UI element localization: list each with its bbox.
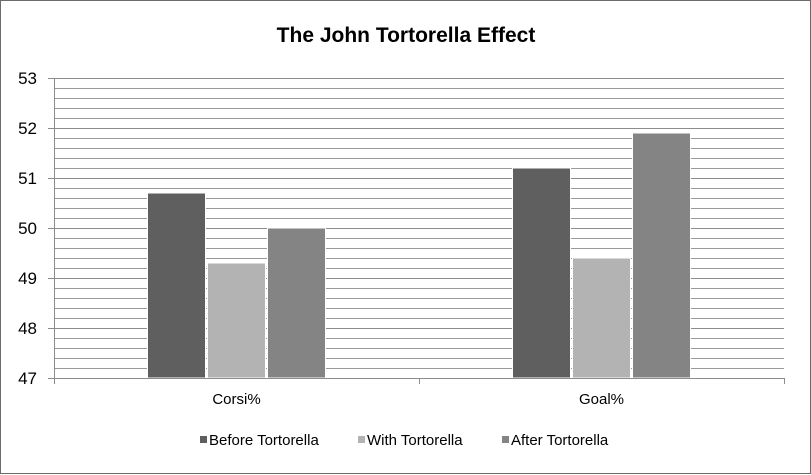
- y-tick-label: 51: [18, 169, 37, 188]
- bar-before-tortorella-corsi: [147, 192, 206, 379]
- y-tick-label: 50: [18, 219, 37, 238]
- legend-item: Before Tortorella: [200, 432, 319, 449]
- legend-swatch: [502, 436, 509, 443]
- y-tick-label: 48: [18, 319, 37, 338]
- bar-after-tortorella-corsi: [267, 227, 326, 379]
- bar-before-tortorella-goal: [512, 167, 571, 379]
- y-tick-label: 53: [18, 69, 37, 88]
- bars: [147, 132, 691, 379]
- legend-swatch: [358, 436, 365, 443]
- y-tick-label: 52: [18, 119, 37, 138]
- y-tick-label: 47: [18, 369, 37, 388]
- bar-with-tortorella-goal: [572, 257, 631, 379]
- y-axis: 47 48 49 50 51 52 53: [18, 69, 55, 388]
- legend-label: Before Tortorella: [209, 432, 319, 449]
- bar-after-tortorella-goal: [632, 132, 691, 379]
- legend-label: With Tortorella: [367, 432, 463, 449]
- bar-with-tortorella-corsi: [207, 262, 266, 379]
- y-tick-label: 49: [18, 269, 37, 288]
- legend-swatch: [200, 436, 207, 443]
- chart-title: The John Tortorella Effect: [277, 24, 536, 47]
- legend: Before Tortorella With Tortorella After To…: [200, 432, 609, 449]
- x-category-label: Corsi%: [212, 391, 260, 408]
- x-category-label: Goal%: [579, 391, 624, 408]
- x-axis: Corsi% Goal%: [54, 378, 785, 408]
- legend-label: After Tortorella: [511, 432, 609, 449]
- legend-item: With Tortorella: [358, 432, 463, 449]
- legend-item: After Tortorella: [502, 432, 609, 449]
